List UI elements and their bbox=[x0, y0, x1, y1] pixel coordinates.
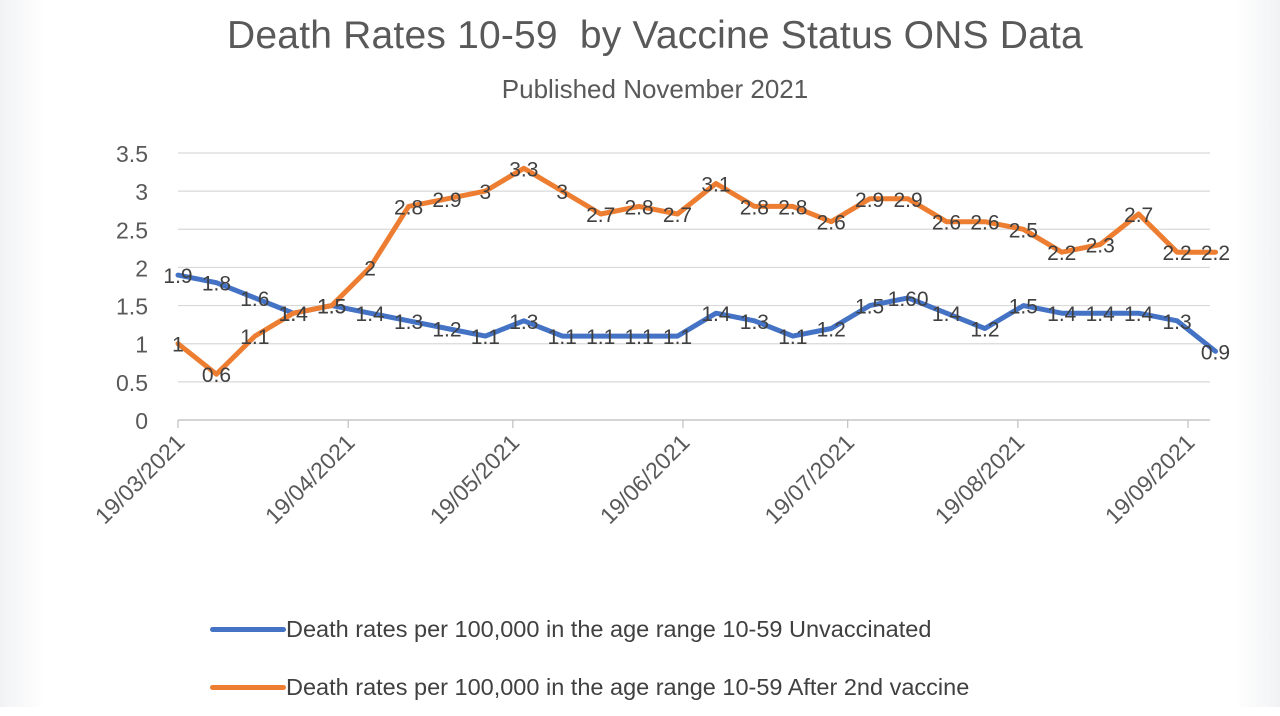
data-label-after-2nd-vaccine: 1.5 bbox=[317, 296, 346, 319]
data-label-after-2nd-vaccine: 2.2 bbox=[1162, 242, 1191, 265]
data-label-after-2nd-vaccine: 2.7 bbox=[1124, 204, 1153, 227]
legend-swatch-after-2nd-vaccine bbox=[210, 684, 286, 690]
data-label-unvaccinated: 0.9 bbox=[1201, 341, 1230, 364]
y-tick-label: 1.5 bbox=[116, 294, 148, 320]
data-label-after-2nd-vaccine: 2.9 bbox=[855, 189, 884, 212]
chart-subtitle: Published November 2021 bbox=[501, 74, 809, 104]
data-label-after-2nd-vaccine: 2.6 bbox=[970, 212, 999, 235]
legend-label-after-2nd-vaccine: Death rates per 100,000 in the age range… bbox=[286, 673, 970, 700]
data-label-unvaccinated: 1.3 bbox=[740, 311, 769, 334]
x-tick-label: 19/08/2021 bbox=[930, 429, 1030, 529]
data-label-after-2nd-vaccine: 2.7 bbox=[586, 204, 615, 227]
data-label-unvaccinated: 1.3 bbox=[1162, 311, 1191, 334]
y-tick-label: 2 bbox=[135, 255, 148, 281]
data-label-after-2nd-vaccine: 2.6 bbox=[932, 212, 961, 235]
data-label-after-2nd-vaccine: 1.1 bbox=[240, 326, 269, 349]
y-tick-label: 0.5 bbox=[116, 370, 148, 396]
data-label-unvaccinated: 1.6 bbox=[240, 288, 269, 311]
data-label-after-2nd-vaccine: 2.7 bbox=[663, 204, 692, 227]
x-tick-label: 19/04/2021 bbox=[260, 429, 360, 529]
data-label-after-2nd-vaccine: 0.6 bbox=[202, 364, 231, 387]
legend: Death rates per 100,000 in the age range… bbox=[210, 600, 969, 716]
data-label-unvaccinated: 1.1 bbox=[548, 326, 577, 349]
x-tick-label: 19/05/2021 bbox=[425, 429, 525, 529]
data-label-unvaccinated: 1.5 bbox=[1009, 296, 1038, 319]
data-label-unvaccinated: 1.2 bbox=[432, 318, 461, 341]
data-label-unvaccinated: 1.60 bbox=[888, 288, 929, 311]
data-label-after-2nd-vaccine: 2.9 bbox=[432, 189, 461, 212]
data-label-after-2nd-vaccine: 2.8 bbox=[740, 196, 769, 219]
data-label-after-2nd-vaccine: 2.9 bbox=[893, 189, 922, 212]
data-label-after-2nd-vaccine: 2.2 bbox=[1201, 242, 1230, 265]
data-label-unvaccinated: 1.8 bbox=[202, 273, 231, 296]
legend-item-after-2nd-vaccine: Death rates per 100,000 in the age range… bbox=[210, 658, 969, 716]
x-tick-label: 19/09/2021 bbox=[1100, 429, 1200, 529]
y-tick-label: 3.5 bbox=[116, 141, 148, 167]
data-label-after-2nd-vaccine: 2.8 bbox=[778, 196, 807, 219]
data-label-after-2nd-vaccine: 1.4 bbox=[279, 303, 309, 326]
data-label-unvaccinated: 1.4 bbox=[279, 303, 309, 326]
x-tick-label: 19/03/2021 bbox=[90, 429, 190, 529]
legend-swatch-unvaccinated bbox=[210, 626, 286, 632]
data-label-unvaccinated: 1.3 bbox=[509, 311, 538, 334]
data-label-unvaccinated: 1.4 bbox=[932, 303, 962, 326]
data-label-unvaccinated: 1.5 bbox=[855, 296, 884, 319]
data-label-after-2nd-vaccine: 3.3 bbox=[509, 158, 538, 181]
data-label-after-2nd-vaccine: 2.8 bbox=[625, 196, 654, 219]
y-tick-label: 0 bbox=[135, 408, 148, 434]
data-label-unvaccinated: 1.9 bbox=[163, 265, 192, 288]
data-label-unvaccinated: 1.2 bbox=[970, 318, 999, 341]
data-label-unvaccinated: 1.4 bbox=[1047, 303, 1077, 326]
x-tick-label: 19/07/2021 bbox=[759, 429, 859, 529]
data-label-unvaccinated: 1.1 bbox=[625, 326, 654, 349]
data-label-after-2nd-vaccine: 2.2 bbox=[1047, 242, 1076, 265]
legend-item-unvaccinated: Death rates per 100,000 in the age range… bbox=[210, 600, 969, 658]
data-label-after-2nd-vaccine: 1 bbox=[172, 334, 184, 357]
data-label-unvaccinated: 1.4 bbox=[1124, 303, 1154, 326]
data-label-unvaccinated: 1.1 bbox=[471, 326, 500, 349]
series-line-after-2nd-vaccine bbox=[175, 165, 1218, 377]
data-label-unvaccinated: 1.1 bbox=[663, 326, 692, 349]
legend-label-unvaccinated: Death rates per 100,000 in the age range… bbox=[286, 615, 932, 642]
data-label-after-2nd-vaccine: 2 bbox=[364, 257, 376, 280]
data-label-unvaccinated: 1.4 bbox=[356, 303, 386, 326]
data-label-unvaccinated: 1.3 bbox=[394, 311, 423, 334]
data-label-after-2nd-vaccine: 3 bbox=[556, 181, 568, 204]
data-label-unvaccinated: 1.5 bbox=[317, 296, 346, 319]
data-label-unvaccinated: 1.2 bbox=[817, 318, 846, 341]
series-line-unvaccinated bbox=[175, 272, 1218, 354]
data-label-unvaccinated: 1.4 bbox=[1086, 303, 1116, 326]
data-label-after-2nd-vaccine: 2.6 bbox=[817, 212, 846, 235]
chart-title: Death Rates 10-59 by Vaccine Status ONS … bbox=[227, 14, 1083, 57]
data-label-after-2nd-vaccine: 3.1 bbox=[701, 174, 730, 197]
y-tick-label: 3 bbox=[135, 179, 148, 205]
data-label-unvaccinated: 1.1 bbox=[586, 326, 615, 349]
data-label-after-2nd-vaccine: 3 bbox=[480, 181, 492, 204]
data-label-unvaccinated: 1.4 bbox=[701, 303, 731, 326]
y-tick-label: 2.5 bbox=[116, 217, 148, 243]
data-label-after-2nd-vaccine: 2.8 bbox=[394, 196, 423, 219]
data-label-after-2nd-vaccine: 2.3 bbox=[1086, 235, 1115, 258]
x-tick-label: 19/06/2021 bbox=[595, 429, 695, 529]
data-label-after-2nd-vaccine: 2.5 bbox=[1009, 219, 1038, 242]
y-tick-label: 1 bbox=[135, 332, 148, 358]
data-label-unvaccinated: 1.1 bbox=[778, 326, 807, 349]
